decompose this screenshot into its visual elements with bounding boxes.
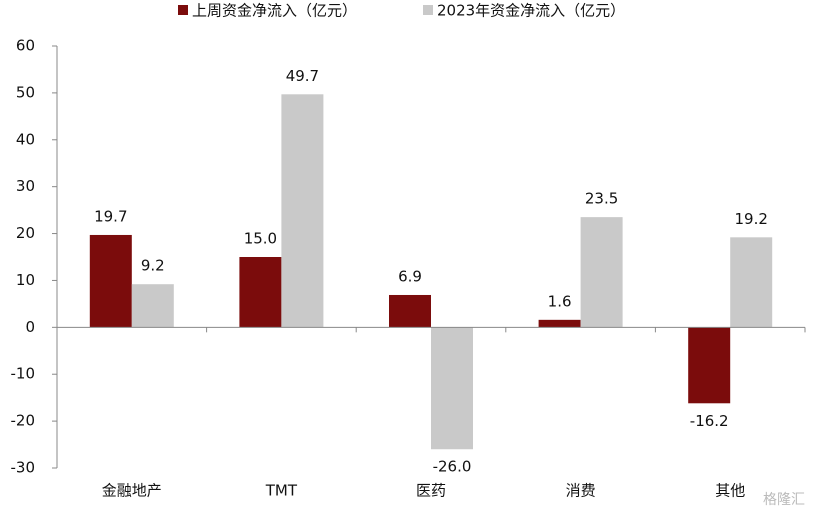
bar <box>730 237 773 328</box>
y-tick-label: 30 <box>16 177 35 195</box>
value-label: 15.0 <box>244 230 277 248</box>
watermark: 格隆汇 <box>763 492 805 508</box>
y-tick-label: -30 <box>11 459 36 477</box>
bar <box>131 284 174 328</box>
value-label: 1.6 <box>548 292 572 310</box>
y-tick-label: 50 <box>16 83 35 101</box>
x-tick-label: 消费 <box>566 482 596 500</box>
bar <box>281 94 324 328</box>
x-tick-label: 金融地产 <box>102 482 162 500</box>
value-label: 6.9 <box>398 267 422 285</box>
bar <box>89 234 132 328</box>
legend-swatch <box>178 5 188 15</box>
y-tick-label: 20 <box>16 224 35 242</box>
legend-label: 2023年资金净流入（亿元） <box>437 2 625 20</box>
legend-swatch <box>423 5 433 15</box>
y-tick-label: 10 <box>16 271 35 289</box>
value-label: -26.0 <box>433 458 472 476</box>
y-tick-label: 40 <box>16 130 35 148</box>
value-label: 19.2 <box>734 210 767 228</box>
y-tick-label: -20 <box>11 412 36 430</box>
y-tick-label: -10 <box>11 365 36 383</box>
y-tick-label: 0 <box>25 318 35 336</box>
x-tick-label: 医药 <box>416 482 446 500</box>
x-tick-label: TMT <box>265 482 298 500</box>
bar <box>431 327 473 450</box>
bar <box>688 327 731 404</box>
bar <box>389 294 431 328</box>
value-label: -16.2 <box>690 412 729 430</box>
y-tick-label: 60 <box>16 37 35 55</box>
x-tick-label: 其他 <box>715 482 745 500</box>
legend-label: 上周资金净流入（亿元） <box>192 2 357 20</box>
bar <box>239 257 282 328</box>
bar <box>580 217 623 328</box>
value-label: 23.5 <box>585 190 618 208</box>
value-label: 49.7 <box>286 67 319 85</box>
bar <box>538 319 581 328</box>
value-label: 9.2 <box>141 257 165 275</box>
value-label: 19.7 <box>94 207 127 225</box>
